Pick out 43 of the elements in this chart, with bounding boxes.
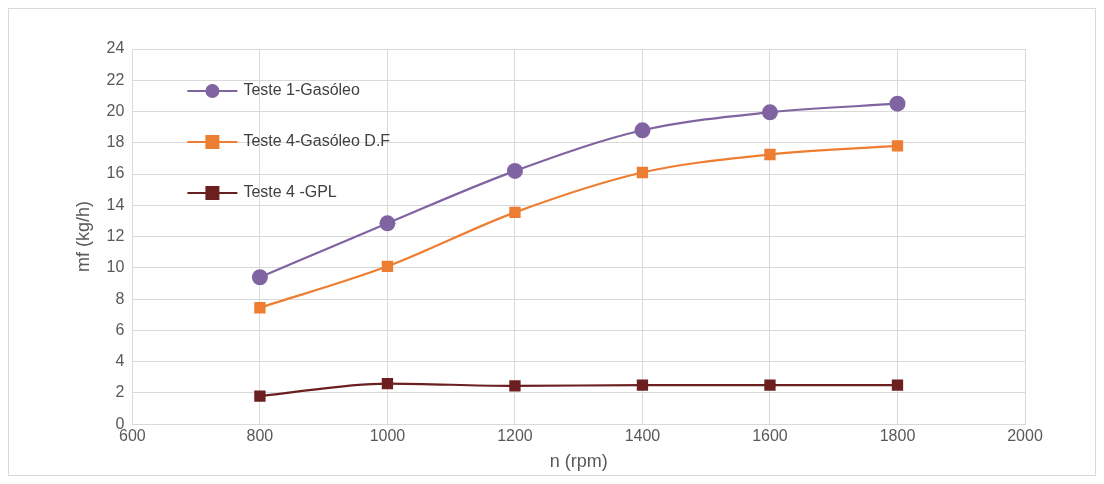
x-tick-label: 1600: [752, 427, 788, 445]
legend-label: Teste 4-Gasóleo D.F: [243, 132, 391, 150]
point: [634, 122, 651, 139]
point: [509, 380, 521, 392]
point: [509, 206, 521, 219]
x-tick-label: 1800: [879, 427, 916, 445]
legend-label: Teste 4 -GPL: [243, 183, 337, 201]
x-tick-label: 800: [246, 427, 274, 445]
point: [764, 379, 776, 391]
y-tick-label: 16: [106, 164, 125, 182]
point: [891, 379, 904, 391]
point: [381, 260, 394, 272]
y-axis-title: mf (kg/h): [72, 201, 93, 273]
y-tick-label: 24: [106, 39, 125, 57]
legend-label: Teste 1-Gasóleo: [243, 81, 361, 99]
point: [506, 162, 523, 179]
y-tick-label: 10: [106, 258, 125, 276]
point: [381, 377, 394, 390]
x-tick-label: 600: [119, 427, 146, 445]
point: [636, 166, 649, 179]
y-tick-label: 2: [115, 383, 125, 401]
point: [379, 215, 396, 232]
x-tick-label: 2000: [1007, 427, 1043, 445]
y-tick-label: 8: [115, 289, 125, 307]
point: [764, 148, 776, 161]
x-tick-label: 1400: [624, 427, 661, 445]
point: [891, 140, 904, 152]
point: [254, 390, 266, 402]
x-axis-title: n (rpm): [549, 451, 608, 472]
x-tick-label: 1200: [497, 427, 533, 445]
y-tick-label: 20: [106, 101, 125, 119]
y-tick-label: 18: [106, 133, 125, 151]
y-tick-label: 22: [106, 70, 125, 88]
y-tick-label: 14: [106, 195, 125, 213]
x-tick-label: 1000: [369, 427, 406, 445]
point: [761, 104, 778, 121]
y-tick-label: 12: [106, 227, 125, 245]
y-tick-label: 6: [115, 320, 125, 338]
y-tick-label: 4: [115, 352, 125, 370]
point: [889, 95, 906, 112]
point: [251, 269, 268, 286]
point: [636, 379, 649, 391]
point: [254, 302, 266, 314]
